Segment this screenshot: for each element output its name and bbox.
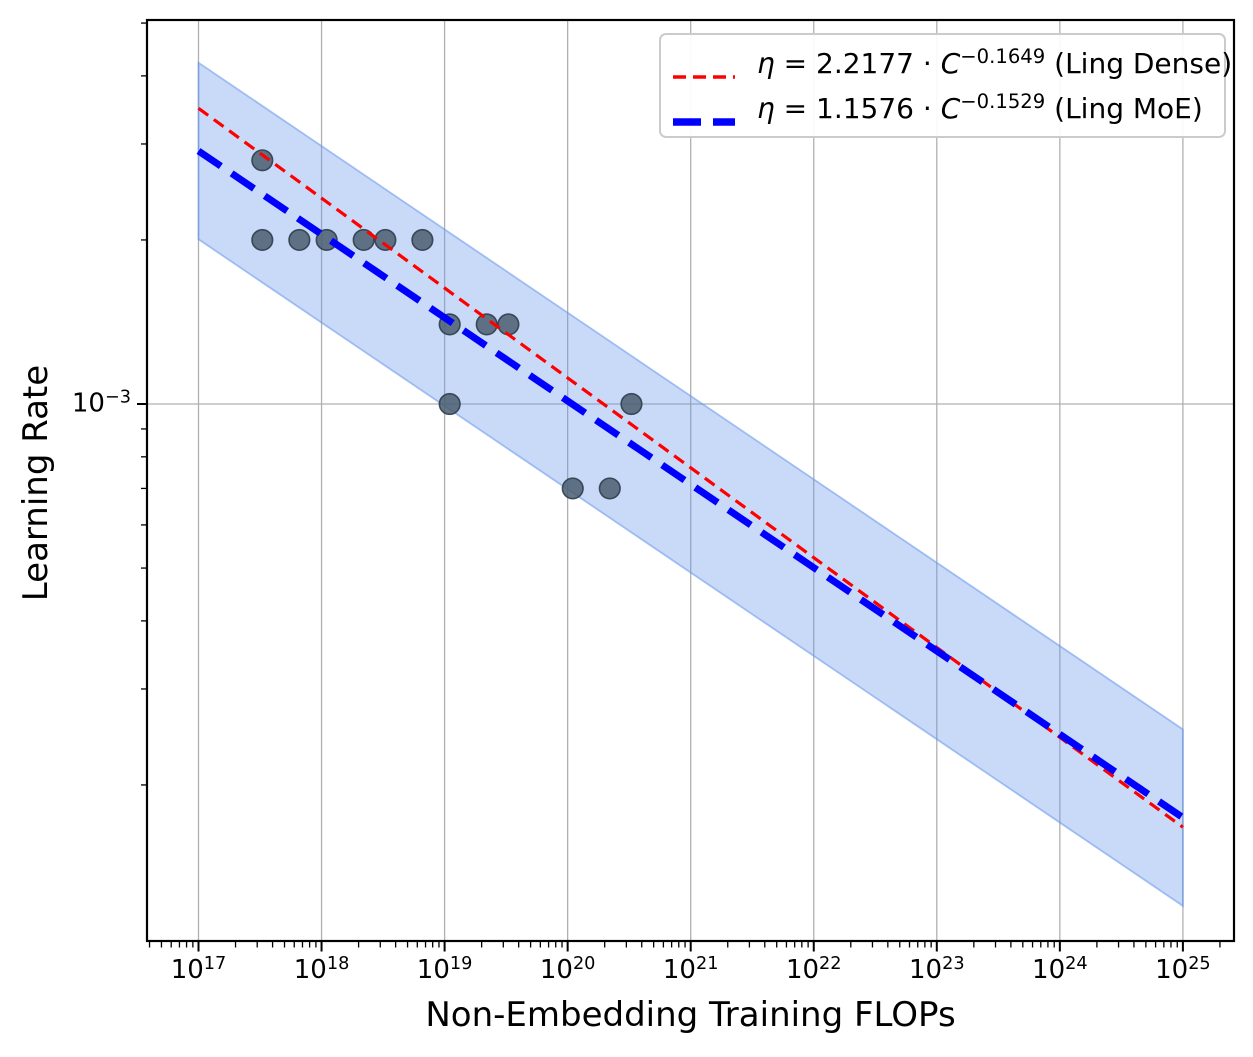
legend-label: η = 1.1576 · C−0.1529 (Ling MoE): [757, 89, 1203, 125]
scatter-point: [561, 477, 584, 500]
scatter-point: [288, 228, 311, 252]
scatter-point: [438, 392, 461, 416]
scatter-point: [374, 228, 397, 252]
plot-border: [145, 18, 1236, 943]
legend-label: η = 2.2177 · C−0.1649 (Ling Dense): [757, 44, 1233, 80]
confidence-band: [197, 60, 1184, 908]
legend-sample-dense: [673, 57, 735, 79]
legend-row-dense: η = 2.2177 · C−0.1649 (Ling Dense): [673, 45, 1232, 80]
legend: η = 2.2177 · C−0.1649 (Ling Dense) η = 1.…: [659, 33, 1232, 138]
scatter-point: [411, 228, 434, 252]
scatter-point: [497, 313, 520, 336]
scatter-point: [598, 477, 621, 500]
legend-row-moe: η = 1.1576 · C−0.1529 (Ling MoE): [673, 89, 1210, 126]
scatter-point: [352, 228, 375, 252]
scatter-point: [251, 228, 274, 252]
fit-line-dense: [197, 106, 1184, 829]
scatter-point: [620, 392, 643, 416]
legend-sample-moe: [673, 102, 735, 126]
scatter-point: [251, 149, 274, 172]
